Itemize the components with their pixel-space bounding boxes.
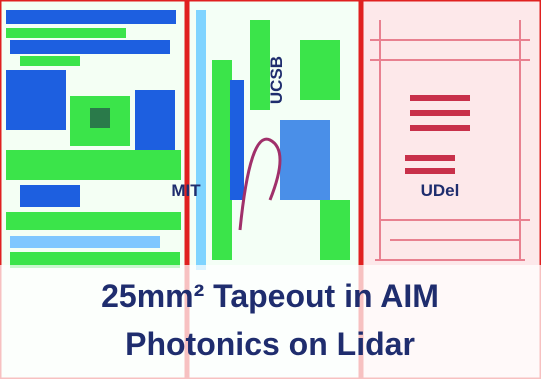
udel-label: UDel [421, 181, 460, 200]
tapeout-slide: MIT UCSB UDel 25mm² Tapeout in AIM Photo… [0, 0, 541, 379]
caption-line: 25mm² Tapeout in AIM [101, 278, 439, 314]
ucsb-label: UCSB [267, 56, 286, 104]
caption-line: Photonics on Lidar [125, 326, 415, 362]
mit-label: MIT [171, 181, 201, 200]
